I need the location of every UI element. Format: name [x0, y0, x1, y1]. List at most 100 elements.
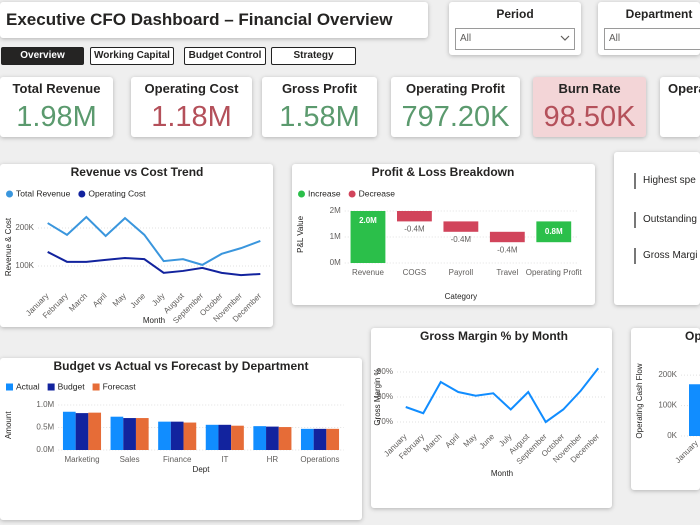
y-tick-label: 0.0M — [36, 445, 54, 454]
chart-card: Revenue vs Cost Trend 100K 200K January Febr… — [0, 164, 273, 327]
dropdown[interactable]: All — [604, 28, 700, 50]
bar — [205, 424, 219, 450]
chart-card: Profit & Loss Breakdown 0M 1M 2M Revenue COGS… — [292, 164, 595, 305]
bar — [231, 425, 244, 450]
department-filter: Department All — [598, 2, 700, 55]
bar — [218, 424, 232, 450]
x-tick-label: May — [462, 432, 479, 449]
bar — [75, 413, 89, 450]
kpi-value: 1.98M — [16, 101, 97, 133]
kpi-value: 1.58M — [279, 101, 360, 133]
y-axis-title: Gross Margin % — [373, 368, 382, 425]
legend-swatch — [92, 383, 100, 391]
chart: Profit & Loss Breakdown 0M 1M 2M Revenue COGS… — [296, 165, 583, 301]
y-tick-label: 90% — [377, 367, 393, 376]
kpi-value: 98.50K — [543, 101, 636, 133]
tab[interactable]: Working Capital — [90, 47, 174, 65]
bar — [300, 428, 314, 450]
line — [405, 367, 600, 424]
kpi-label: Burn Rate — [558, 81, 621, 96]
x-tick-label: Travel — [496, 268, 518, 277]
bar — [62, 411, 76, 450]
line — [47, 215, 261, 266]
legend-swatch — [47, 383, 55, 391]
dropdown-value: All — [609, 33, 621, 44]
kpi-value: 797.20K — [401, 101, 510, 133]
legend-swatch — [298, 190, 305, 198]
chart: Op 0K 100K 200K January Operating Cash Flow — [635, 329, 700, 465]
y-axis-title: Revenue & Cost — [4, 217, 13, 276]
x-tick-label: IT — [221, 455, 228, 464]
bar — [183, 422, 197, 450]
y-tick-label: 100K — [658, 401, 677, 410]
x-tick-label: March — [422, 432, 444, 454]
kpi-card: Gross Profit 1.58M — [262, 77, 377, 137]
waterfall-bar — [536, 221, 572, 243]
kpi-card: Operating Profit 797.20K — [391, 77, 520, 137]
x-axis-title: Month — [143, 316, 165, 325]
value-label: 2.0M — [359, 216, 377, 225]
x-tick-label: June — [129, 291, 148, 310]
y-tick-label: 0K — [667, 431, 677, 440]
kpi-card: Opera — [660, 77, 700, 137]
filter-label: Period — [496, 7, 534, 21]
value-label: -0.4M — [404, 225, 425, 234]
legend-label: Increase — [308, 188, 341, 198]
side-item: Gross Margi — [634, 248, 700, 264]
side-item: Highest spe — [634, 173, 700, 189]
chart-card: Op 0K 100K 200K January Operating Cash Flow — [631, 328, 700, 490]
x-axis-title: Month — [491, 469, 513, 478]
y-tick-label: 2M — [330, 206, 341, 215]
value-label: 0.8M — [545, 227, 563, 236]
y-tick-label: 70% — [377, 417, 393, 426]
line — [47, 251, 261, 277]
x-tick-label: Revenue — [352, 268, 385, 277]
chart-title: Profit & Loss Breakdown — [372, 165, 515, 179]
kpi-label: Operating Cost — [144, 81, 239, 96]
kpi-label: Operating Profit — [406, 81, 505, 96]
tab[interactable]: Budget Control — [184, 47, 266, 65]
x-tick-label: Finance — [163, 455, 192, 464]
y-tick-label: 200K — [658, 370, 677, 379]
x-axis-title: Dept — [193, 465, 211, 474]
filter-label: Department — [625, 7, 693, 21]
x-tick-label: June — [478, 432, 497, 451]
tab[interactable]: Overview — [1, 47, 84, 65]
legend-label: Operating Cost — [88, 188, 146, 198]
legend-swatch — [78, 190, 86, 198]
bar — [689, 384, 700, 436]
dashboard-title: Executive CFO Dashboard – Financial Over… — [6, 10, 393, 29]
kpi-label: Opera — [668, 81, 700, 96]
legend-swatch — [6, 383, 13, 391]
y-tick-label: 0M — [330, 258, 341, 267]
side-panel: Highest spe Outstanding Gross Margi — [614, 152, 700, 305]
chart: Budget vs Actual vs Forecast by Departme… — [4, 359, 344, 474]
kpi-card: Operating Cost 1.18M — [131, 77, 252, 137]
legend-label: Total Revenue — [16, 188, 71, 198]
bar — [266, 426, 279, 450]
bar — [158, 421, 171, 450]
waterfall-bar — [489, 231, 525, 243]
y-tick-label: 100K — [15, 261, 34, 270]
kpi-card: Total Revenue 1.98M — [0, 77, 113, 137]
tab[interactable]: Strategy — [271, 47, 356, 65]
y-tick-label: 200K — [15, 223, 34, 232]
x-tick-label: Operating Profit — [526, 268, 583, 277]
x-tick-label: May — [111, 291, 128, 308]
bar — [110, 416, 124, 450]
y-axis-title: Amount — [4, 411, 13, 439]
chart-title: Budget vs Actual vs Forecast by Departme… — [54, 359, 309, 373]
dropdown[interactable]: All — [455, 28, 575, 50]
x-tick-label: COGS — [403, 268, 427, 277]
bar — [123, 418, 136, 450]
legend-label: Budget — [58, 381, 86, 391]
x-tick-label: March — [67, 291, 89, 313]
kpi-label: Gross Profit — [281, 81, 358, 96]
chart-title: Gross Margin % by Month — [420, 329, 568, 343]
dropdown-value: All — [460, 33, 472, 44]
x-axis-title: Category — [445, 292, 477, 301]
y-axis-title: P&L Value — [296, 215, 305, 252]
waterfall-bar — [350, 211, 386, 263]
x-tick-label: July — [150, 291, 166, 307]
bar — [170, 421, 184, 450]
